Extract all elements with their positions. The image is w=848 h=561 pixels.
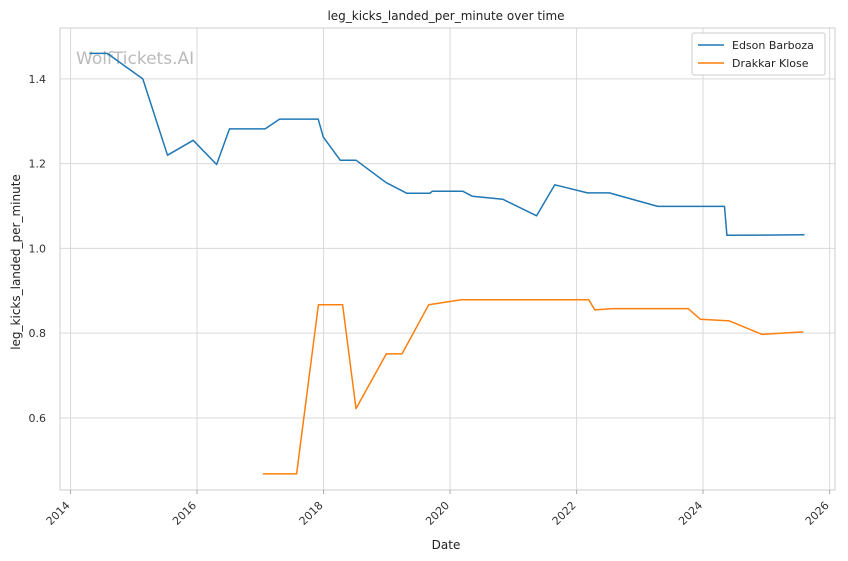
y-tick-label: 0.6 [29, 412, 47, 425]
y-tick-label: 0.8 [29, 327, 47, 340]
y-tick-label: 1.4 [29, 73, 47, 86]
x-tick-label: 2022 [550, 499, 579, 528]
series-lines [89, 52, 805, 475]
y-tick-label: 1.0 [29, 242, 47, 255]
x-tick-label: 2020 [423, 499, 452, 528]
series-line-1 [262, 298, 804, 475]
legend-label-1: Drakkar Klose [732, 57, 809, 70]
x-axis-label: Date [432, 538, 461, 552]
x-tick-label: 2014 [44, 499, 73, 528]
x-axis-ticks: 2014 2016 2018 2020 2022 2024 2026 [44, 490, 832, 528]
grid [60, 28, 835, 490]
x-tick-label: 2016 [170, 499, 199, 528]
plot-area [59, 27, 836, 491]
watermark-text: WolfTickets.AI [76, 49, 194, 69]
y-axis-ticks: 0.6 0.8 1.0 1.2 1.4 [29, 73, 47, 425]
x-tick-label: 2018 [297, 499, 326, 528]
y-tick-label: 1.2 [29, 158, 47, 171]
chart-title: leg_kicks_landed_per_minute over time [327, 9, 564, 23]
series-line-0 [89, 52, 805, 237]
x-tick-label: 2026 [803, 499, 832, 528]
legend-box [691, 32, 826, 76]
x-tick-label: 2024 [676, 499, 705, 528]
y-axis-label: leg_kicks_landed_per_minute [9, 174, 23, 350]
legend-label-0: Edson Barboza [732, 39, 814, 52]
legend: Edson Barboza Drakkar Klose [691, 32, 826, 76]
